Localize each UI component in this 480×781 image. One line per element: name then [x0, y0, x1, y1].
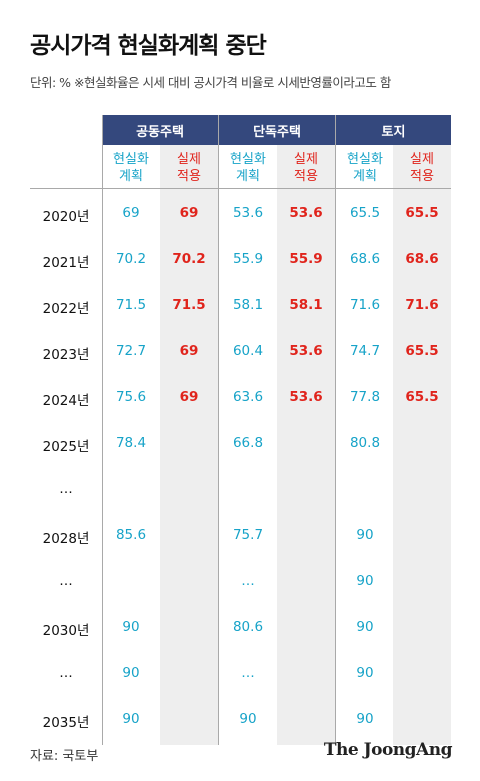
subheader-plan: 현실화 계획: [113, 152, 149, 184]
subheader-plan: 현실화 계획: [230, 152, 266, 184]
group-header: 단독주택: [219, 115, 335, 145]
unit-note: 단위: % ※현실화율은 시세 대비 공시가격 비율로 시세반영률이라고도 함: [30, 75, 391, 90]
plan-value-cell: 72.7: [115, 343, 147, 359]
actual-column-shade: [160, 145, 218, 745]
row-year-label: 2023년: [42, 347, 90, 363]
actual-value-cell: 69: [179, 389, 199, 405]
plan-value-cell: 78.4: [115, 435, 147, 451]
plan-value-cell: 75.7: [232, 527, 264, 543]
plan-value-cell: 75.6: [115, 389, 147, 405]
plan-value-cell: 90: [122, 711, 140, 727]
plan-value-cell: 55.9: [232, 251, 264, 267]
plan-value-cell: 80.8: [349, 435, 381, 451]
plan-value-cell: 60.4: [232, 343, 264, 359]
row-year-label: 2035년: [42, 715, 90, 731]
plan-value-cell: …: [241, 573, 255, 589]
plan-value-cell: 65.5: [349, 205, 381, 221]
actual-value-cell: 71.5: [172, 297, 206, 313]
plan-value-cell: 53.6: [232, 205, 264, 221]
plan-value-cell: 90: [239, 711, 257, 727]
plan-value-cell: 63.6: [232, 389, 264, 405]
row-year-label: 2020년: [42, 209, 90, 225]
row-year-label: 2022년: [42, 301, 90, 317]
group-header: 공동주택: [102, 115, 218, 145]
group-header: 토지: [336, 115, 451, 145]
publisher-logo: The JoongAng: [323, 740, 453, 760]
plan-value-cell: 71.6: [349, 297, 381, 313]
actual-value-cell: 68.6: [405, 251, 439, 267]
plan-value-cell: 70.2: [115, 251, 147, 267]
actual-value-cell: 65.5: [405, 343, 439, 359]
subheader-plan: 현실화 계획: [347, 152, 383, 184]
actual-value-cell: 58.1: [289, 297, 323, 313]
page-title: 공시가격 현실화계획 중단: [30, 33, 267, 59]
plan-value-cell: 80.6: [232, 619, 264, 635]
plan-value-cell: 90: [356, 711, 374, 727]
row-year-label: …: [59, 665, 73, 681]
actual-value-cell: 53.6: [289, 205, 323, 221]
subheader-actual: 실제 적용: [177, 152, 201, 184]
actual-value-cell: 71.6: [405, 297, 439, 313]
header-divider: [30, 188, 451, 189]
divider: [218, 115, 219, 745]
plan-value-cell: 90: [122, 665, 140, 681]
row-year-label: 2030년: [42, 623, 90, 639]
divider: [102, 115, 103, 745]
plan-value-cell: 85.6: [115, 527, 147, 543]
plan-value-cell: 90: [356, 619, 374, 635]
row-year-label: …: [59, 573, 73, 589]
actual-value-cell: 53.6: [289, 343, 323, 359]
row-year-label: 2025년: [42, 439, 90, 455]
actual-value-cell: 65.5: [405, 389, 439, 405]
plan-value-cell: 90: [122, 619, 140, 635]
plan-value-cell: 71.5: [115, 297, 147, 313]
subheader-actual: 실제 적용: [410, 152, 434, 184]
row-year-label: 2024년: [42, 393, 90, 409]
actual-value-cell: 55.9: [289, 251, 323, 267]
actual-value-cell: 53.6: [289, 389, 323, 405]
plan-value-cell: 90: [356, 665, 374, 681]
plan-value-cell: 74.7: [349, 343, 381, 359]
plan-value-cell: …: [241, 665, 255, 681]
plan-value-cell: 77.8: [349, 389, 381, 405]
plan-value-cell: 90: [356, 573, 374, 589]
actual-value-cell: 69: [179, 343, 199, 359]
actual-value-cell: 65.5: [405, 205, 439, 221]
row-year-label: 2028년: [42, 531, 90, 547]
actual-column-shade: [277, 145, 335, 745]
actual-value-cell: 70.2: [172, 251, 206, 267]
actual-column-shade: [393, 145, 451, 745]
subheader-actual: 실제 적용: [294, 152, 318, 184]
plan-value-cell: 58.1: [232, 297, 264, 313]
plan-value-cell: 66.8: [232, 435, 264, 451]
plan-value-cell: 90: [356, 527, 374, 543]
divider: [335, 115, 336, 745]
actual-value-cell: 69: [179, 205, 199, 221]
plan-value-cell: 69: [122, 205, 140, 221]
plan-value-cell: 68.6: [349, 251, 381, 267]
row-year-label: 2021년: [42, 255, 90, 271]
row-year-label: …: [59, 481, 73, 497]
source-note: 자료: 국토부: [30, 749, 99, 764]
